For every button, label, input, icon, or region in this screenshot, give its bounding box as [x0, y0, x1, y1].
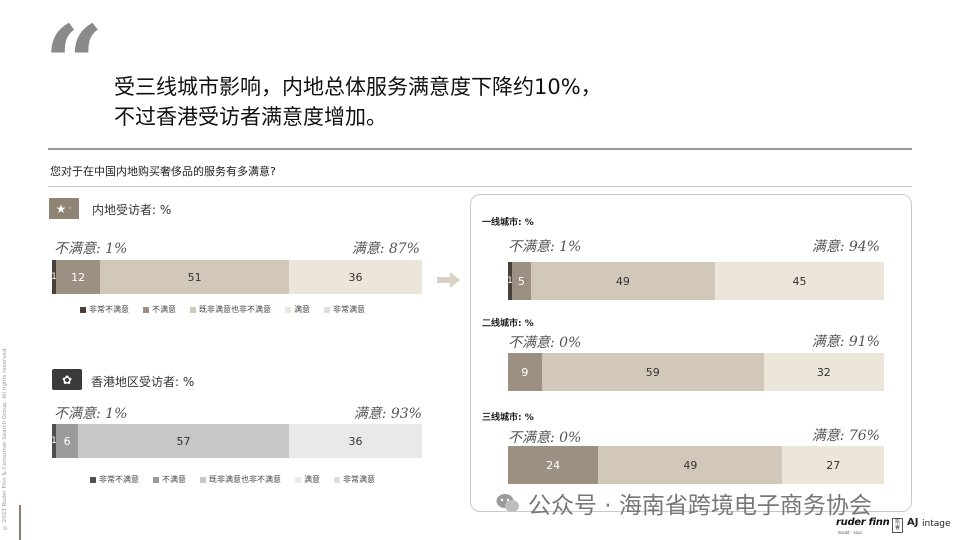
legend-swatch	[295, 476, 301, 483]
legend-label: 既非满意也非不满意	[199, 305, 271, 314]
legend-swatch	[334, 476, 340, 483]
mainland-legend: 非常不满意 不满意 既非满意也非不满意 满意 非常满意	[80, 304, 365, 315]
bar-segment: 24	[508, 446, 599, 484]
legend-item: 非常不满意	[90, 474, 139, 485]
legend-label: 非常满意	[333, 305, 365, 314]
top-divider	[48, 148, 912, 150]
legend-swatch	[200, 476, 206, 483]
bar-segment: 57	[78, 424, 289, 458]
bar-segment: 9	[508, 353, 542, 391]
tier3-unsatisfied-label: 不满意: 0%	[508, 430, 582, 446]
hk-legend: 非常不满意 不满意 既非满意也非不满意 满意 非常满意	[90, 474, 375, 485]
question-divider	[48, 186, 912, 187]
wechat-watermark: 公众号 · 海南省跨境电子商务协会	[496, 486, 872, 520]
bar-segment: 36	[288, 260, 422, 294]
ruderfinn-logo-sub: doubt · soul	[838, 530, 862, 535]
tier1-satisfied-label: 满意: 94%	[811, 239, 880, 255]
headline-line-2: 不过香港受访者满意度增加。	[114, 105, 387, 129]
legend-swatch	[153, 476, 159, 483]
legend-label: 非常不满意	[89, 305, 129, 314]
bar-segment: 51	[100, 260, 289, 294]
legend-label: 既非满意也非不满意	[209, 475, 281, 484]
bar-segment: 12	[56, 260, 101, 294]
legend-swatch	[80, 306, 86, 313]
legend-swatch	[143, 306, 149, 313]
tier1-title: 一线城市: %	[482, 218, 534, 228]
headline: 受三线城市影响，内地总体服务满意度下降约10%， 不过香港受访者满意度增加。	[114, 72, 602, 132]
legend-item: 满意	[285, 304, 310, 315]
intage-logo: intage	[922, 519, 951, 529]
legend-item: 非常不满意	[80, 304, 129, 315]
bar-segment: 1	[508, 262, 512, 300]
mainland-title: 内地受访者: %	[92, 203, 172, 217]
hong-kong-flag-icon: ✿	[52, 369, 82, 390]
legend-label: 满意	[304, 475, 320, 484]
legend-label: 非常满意	[343, 475, 375, 484]
bar-segment: 1	[52, 424, 56, 458]
legend-label: 满意	[294, 305, 310, 314]
legend-item: 满意	[295, 474, 320, 485]
bar-segment: 6	[56, 424, 79, 458]
hk-bar: 1 6 57 36	[52, 424, 422, 458]
survey-question: 您对于在中国内地购买奢侈品的服务有多满意?	[50, 165, 276, 178]
tier3-satisfied-label: 满意: 76%	[811, 428, 880, 444]
tier2-title: 二线城市: %	[482, 319, 534, 329]
partner-logo-box: 凯 睿	[892, 518, 903, 533]
mainland-unsatisfied-label: 不满意: 1%	[54, 241, 128, 257]
bar-segment: 59	[541, 353, 764, 391]
tier3-title: 三线城市: %	[482, 413, 534, 423]
bar-segment: 45	[714, 262, 884, 300]
legend-item: 非常满意	[324, 304, 365, 315]
quote-mark: “	[44, 2, 104, 125]
legend-item: 非常满意	[334, 474, 375, 485]
bar-segment: 5	[512, 262, 531, 300]
copyright-text: © 2023 Ruder Finn & Consumer Search Grou…	[2, 346, 8, 530]
legend-swatch	[324, 306, 330, 313]
mainland-bar: 1 12 51 36	[52, 260, 422, 294]
tier1-unsatisfied-label: 不满意: 1%	[508, 239, 582, 255]
hk-title: 香港地区受访者: %	[91, 375, 195, 389]
tier2-unsatisfied-label: 不满意: 0%	[508, 335, 582, 351]
china-flag-icon: ★ ⁘	[49, 198, 79, 219]
intage-mark-logo: AJ	[907, 517, 919, 528]
mainland-satisfied-label: 满意: 87%	[351, 241, 420, 257]
ruderfinn-logo: ruder finn	[836, 517, 890, 528]
tier2-satisfied-label: 满意: 91%	[811, 334, 880, 350]
legend-swatch	[190, 306, 196, 313]
legend-item: 既非满意也非不满意	[190, 304, 271, 315]
legend-item: 不满意	[153, 474, 186, 485]
legend-item: 不满意	[143, 304, 176, 315]
bar-segment: 49	[598, 446, 783, 484]
bar-segment: 1	[52, 260, 56, 294]
tier3-bar: 24 49 27	[508, 446, 884, 484]
hk-unsatisfied-label: 不满意: 1%	[54, 406, 128, 422]
legend-label: 不满意	[152, 305, 176, 314]
bar-segment: 32	[763, 353, 884, 391]
tier1-bar: 1 5 49 45	[508, 262, 884, 300]
right-arrow-icon	[437, 272, 460, 288]
legend-item: 既非满意也非不满意	[200, 474, 281, 485]
headline-line-1: 受三线城市影响，内地总体服务满意度下降约10%，	[114, 75, 602, 99]
side-accent-bar	[19, 505, 21, 540]
legend-label: 非常不满意	[99, 475, 139, 484]
legend-label: 不满意	[162, 475, 186, 484]
watermark-text: 公众号 · 海南省跨境电子商务协会	[528, 493, 872, 519]
city-tier-panel	[470, 194, 912, 512]
bar-segment: 49	[530, 262, 715, 300]
tier2-bar: 9 59 32	[508, 353, 884, 391]
legend-swatch	[90, 476, 96, 483]
bar-segment: 27	[782, 446, 884, 484]
wechat-icon	[496, 494, 519, 512]
hk-satisfied-label: 满意: 93%	[353, 406, 422, 422]
bar-segment: 36	[288, 424, 422, 458]
legend-swatch	[285, 306, 291, 313]
